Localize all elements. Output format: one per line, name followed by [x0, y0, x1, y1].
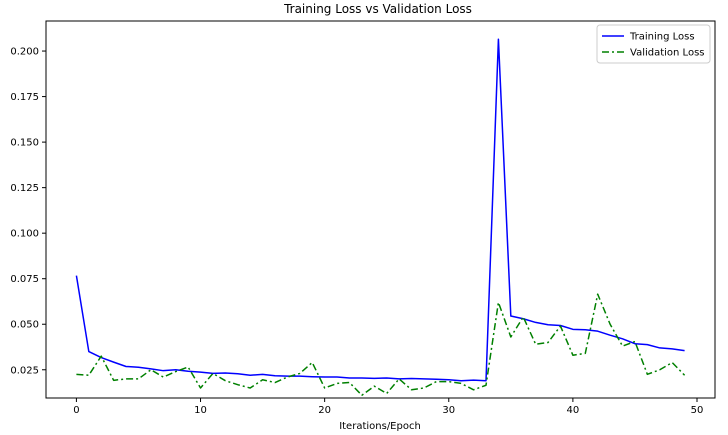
series-line-1	[76, 293, 686, 397]
y-tick-label: 0.025	[10, 365, 39, 376]
y-tick-label: 0.200	[10, 47, 39, 58]
y-tick-label: 0.050	[10, 320, 39, 331]
y-axis: 0.025 0.050 0.075 0.100 0.125 0.150 0.175 0.200	[10, 47, 46, 376]
y-tick-label: 0.100	[10, 229, 39, 240]
legend: Training Loss Validation Loss	[596, 24, 711, 64]
x-tick-label: 40	[567, 405, 580, 416]
plot-frame	[45, 20, 716, 399]
x-tick-label: 50	[691, 405, 704, 416]
x-tick-label: 0	[73, 405, 79, 416]
legend-box	[596, 24, 711, 64]
y-tick-label: 0.125	[10, 183, 39, 194]
y-tick-label: 0.075	[10, 274, 39, 285]
x-axis-label: Iterations/Epoch	[339, 421, 421, 432]
y-tick-label: 0.150	[10, 138, 39, 149]
x-tick-label: 10	[194, 405, 207, 416]
x-axis: 0 10 20 30 40 50	[73, 398, 703, 416]
legend-label: Validation Loss	[630, 48, 705, 59]
legend-label: Training Loss	[629, 32, 695, 43]
x-tick-label: 30	[442, 405, 455, 416]
x-tick-label: 20	[318, 405, 331, 416]
chart-title: Training Loss vs Validation Loss	[283, 2, 472, 16]
series-line-0	[75, 38, 685, 382]
y-tick-label: 0.175	[10, 92, 39, 103]
plot-area	[75, 38, 686, 397]
